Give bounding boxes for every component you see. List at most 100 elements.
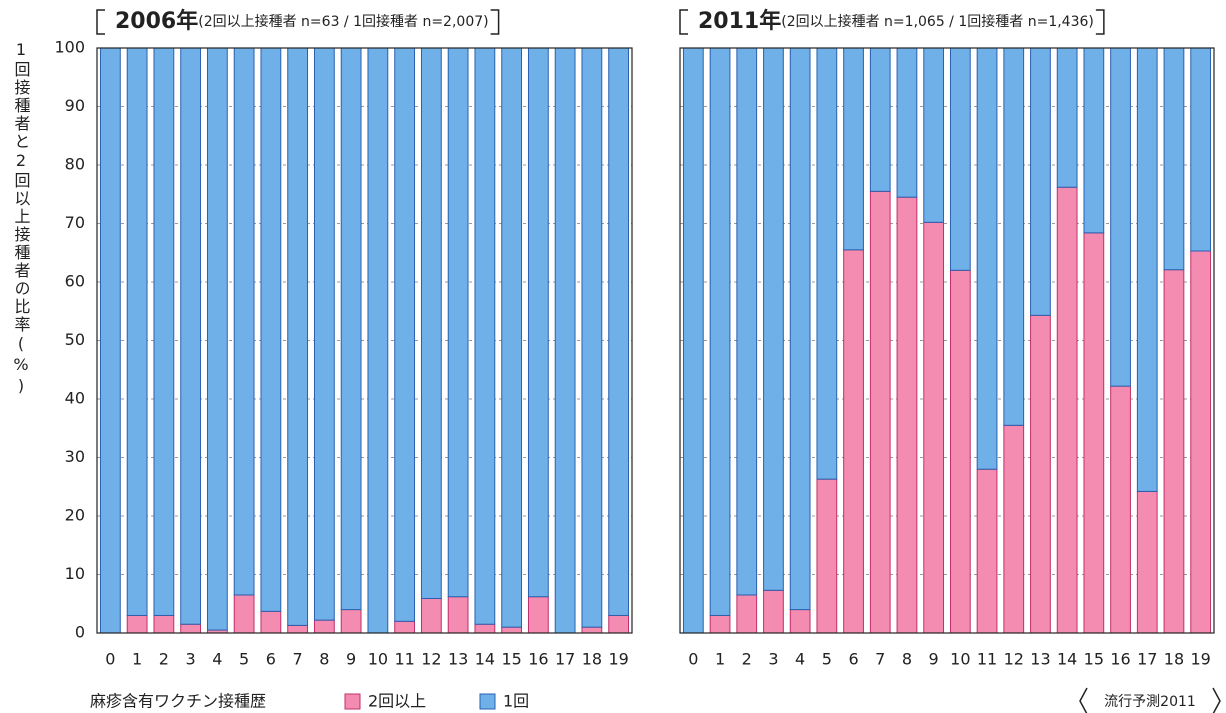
bar-segment — [420, 47, 442, 599]
x-tick-label: 9 — [346, 650, 356, 669]
bar-segment — [816, 47, 838, 480]
bar-segment — [763, 47, 784, 591]
legend-swatch — [344, 693, 361, 710]
x-tick-label: 4 — [795, 650, 805, 669]
bar-segment — [1083, 47, 1105, 234]
title-detail: (2回以上接種者 n=1,065 / 1回接種者 n=1,436) — [781, 13, 1094, 30]
source-brackets — [1079, 687, 1221, 713]
bar-segment — [736, 594, 758, 634]
x-tick-label: 9 — [929, 650, 939, 669]
legend-label: 1回 — [503, 692, 529, 711]
bar-segment — [763, 589, 784, 634]
x-tick-label: 16 — [1110, 650, 1130, 669]
x-tick-label: 10 — [368, 650, 388, 669]
bar-segment — [976, 47, 998, 470]
plot-frame — [96, 47, 633, 634]
bar-segment — [1163, 47, 1185, 271]
x-tick-label: 17 — [1137, 650, 1157, 669]
bar-segment — [340, 609, 362, 634]
legend-title: 麻疹含有ワクチン接種歴 — [90, 692, 266, 711]
y-tick-label: 100 — [54, 38, 85, 57]
bar-segment — [709, 47, 731, 616]
bar-segment — [896, 196, 918, 634]
bar-segment — [260, 610, 282, 634]
x-tick-label: 6 — [848, 650, 858, 669]
y-axis-label: 1回接種者と2回以上接種者の比率(%) — [12, 40, 31, 397]
bar-segment — [420, 597, 442, 634]
x-tick-label: 16 — [528, 650, 548, 669]
x-tick-label: 13 — [1030, 650, 1050, 669]
bar-segment — [1110, 385, 1131, 634]
bar-segment — [287, 624, 309, 634]
bar-segment — [709, 614, 731, 634]
bar-segment — [1056, 47, 1078, 188]
bar-segment — [206, 47, 228, 631]
bar-segment — [527, 596, 549, 634]
bar-segment — [313, 619, 335, 634]
title-year: 2011年 — [698, 8, 781, 34]
bar-segment — [789, 609, 811, 634]
bar-segment — [869, 47, 891, 192]
y-tick-label: 70 — [65, 213, 85, 232]
y-tick-label: 30 — [65, 447, 85, 466]
bar-segment — [949, 47, 971, 271]
y-tick-label: 20 — [65, 506, 85, 525]
title-detail: (2回以上接種者 n=63 / 1回接種者 n=2,007) — [198, 13, 488, 30]
bar-segment — [608, 47, 630, 616]
bar-segment — [367, 47, 389, 634]
bar-segment — [233, 594, 255, 634]
bar-segment — [501, 626, 523, 634]
bar-segment — [1190, 250, 1212, 634]
bar-segment — [474, 623, 496, 634]
x-tick-label: 15 — [1084, 650, 1104, 669]
legend-swatch — [479, 693, 496, 710]
bar-segment — [394, 47, 416, 622]
bar-segment — [1056, 186, 1078, 634]
x-tick-label: 5 — [822, 650, 832, 669]
bar-segment — [896, 47, 918, 198]
bar-segment — [340, 47, 362, 611]
bar-segment — [1190, 47, 1212, 252]
bar-segment — [581, 626, 603, 634]
legend-label: 2回以上 — [368, 692, 426, 711]
bar-segment — [869, 190, 891, 634]
bar-segment — [126, 614, 148, 634]
y-tick-label: 10 — [65, 564, 85, 583]
x-tick-label: 4 — [212, 650, 222, 669]
bar-segment — [581, 47, 603, 628]
bar-segment — [153, 47, 175, 616]
x-tick-label: 17 — [555, 650, 575, 669]
bar-segment — [126, 47, 148, 616]
panel-title: 2006年(2回以上接種者 n=63 / 1回接種者 n=2,007) — [115, 8, 489, 34]
x-tick-label: 15 — [501, 650, 521, 669]
y-tick-label: 90 — [65, 96, 85, 115]
bar-segment — [949, 269, 971, 634]
bar-segment — [1003, 47, 1025, 426]
bar-segment — [554, 47, 576, 634]
bar-segment — [447, 596, 469, 634]
x-tick-label: 2 — [742, 650, 752, 669]
x-tick-label: 11 — [977, 650, 997, 669]
bar-segment — [394, 620, 416, 634]
bar-segment — [447, 47, 469, 598]
bar-segment — [260, 47, 282, 612]
bar-segment — [180, 623, 202, 634]
y-tick-label: 0 — [75, 623, 85, 642]
x-tick-label: 6 — [266, 650, 276, 669]
x-tick-label: 3 — [768, 650, 778, 669]
bar-segment — [1030, 314, 1051, 634]
x-tick-label: 18 — [582, 650, 602, 669]
x-tick-label: 11 — [394, 650, 414, 669]
bar-segment — [1110, 47, 1131, 387]
bar-segment — [501, 47, 523, 628]
bar-segment — [976, 468, 998, 634]
x-tick-label: 0 — [105, 650, 115, 669]
bar-segment — [180, 47, 202, 625]
x-tick-label: 2 — [159, 650, 169, 669]
x-tick-label: 0 — [688, 650, 698, 669]
x-tick-label: 8 — [902, 650, 912, 669]
bar-segment — [789, 47, 811, 611]
bar-segment — [313, 47, 335, 621]
x-tick-label: 1 — [132, 650, 142, 669]
